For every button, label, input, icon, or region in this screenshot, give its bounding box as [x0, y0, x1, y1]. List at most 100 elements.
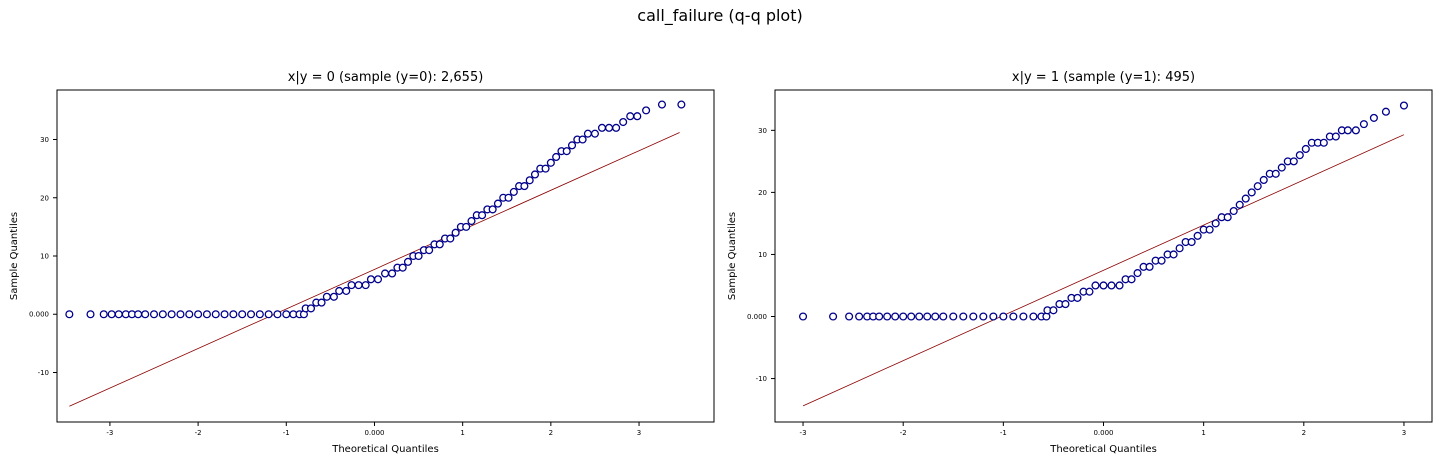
data-point [1157, 256, 1166, 265]
data-point [306, 304, 316, 313]
data-point [657, 100, 667, 109]
reference-line [802, 134, 1405, 407]
data-point [1277, 163, 1286, 172]
data-point [451, 228, 460, 237]
data-point [612, 123, 621, 132]
data-point [1099, 281, 1108, 290]
data-point [552, 152, 561, 162]
data-point [1049, 306, 1058, 315]
data-point [1229, 206, 1238, 216]
x-tick-label: -3 [800, 429, 807, 437]
data-point [931, 312, 940, 321]
data-point [149, 310, 159, 319]
data-point [1073, 293, 1082, 302]
data-point [1331, 132, 1340, 141]
data-point [462, 222, 471, 231]
data-point [546, 158, 555, 167]
data-point [959, 312, 968, 321]
data-point [567, 141, 577, 150]
data-point [329, 292, 338, 301]
data-point [1009, 312, 1018, 321]
data-point [86, 310, 95, 319]
data-point [255, 310, 264, 319]
data-point [1115, 281, 1124, 290]
data-point [590, 129, 599, 138]
x-tick-label: -1 [1000, 429, 1007, 437]
y-tick-label: 20 [40, 194, 49, 202]
data-point [134, 310, 143, 319]
data-point [883, 312, 892, 321]
data-point [264, 310, 273, 319]
data-point [1133, 269, 1142, 278]
data-point [969, 312, 978, 321]
data-point [493, 199, 502, 208]
y-tick-label: 0.000 [29, 311, 49, 319]
data-point [167, 310, 176, 319]
data-point [158, 310, 167, 319]
data-point [1359, 120, 1368, 129]
data-point [541, 164, 550, 173]
x-tick-label: 0.000 [1093, 429, 1113, 437]
y-tick-label: -10 [38, 369, 49, 377]
data-point [335, 286, 344, 295]
data-point [414, 251, 423, 261]
data-point [798, 312, 808, 321]
data-point [1107, 281, 1116, 290]
data-point [246, 310, 256, 319]
x-tick-label: 1 [460, 429, 464, 437]
y-tick-label: 10 [758, 251, 767, 259]
x-tick-label: 3 [637, 429, 641, 437]
data-point [1029, 312, 1038, 321]
data-point [65, 310, 74, 319]
data-point [1211, 219, 1220, 228]
data-point [875, 312, 884, 321]
y-tick-label: 30 [40, 136, 49, 144]
data-point [1319, 138, 1328, 147]
data-point [354, 281, 363, 290]
data-point [1169, 250, 1178, 259]
data-point [114, 310, 123, 319]
data-point [1289, 157, 1298, 166]
x-axis-label: Theoretical Quantiles [1049, 444, 1157, 455]
data-point [342, 286, 351, 295]
data-point [202, 310, 211, 319]
y-tick-label: 30 [758, 127, 767, 135]
data-point [1235, 200, 1244, 209]
panel-title: x|y = 1 (sample (y=1): 495) [1012, 70, 1195, 85]
data-point [381, 269, 390, 278]
data-point [520, 182, 529, 191]
figure-title: call_failure (q-q plot) [637, 6, 803, 25]
data-point [99, 310, 108, 319]
x-tick-label: 2 [1302, 429, 1306, 437]
data-point [347, 281, 356, 290]
data-point [107, 310, 116, 319]
y-axis-label: Sample Quantiles [727, 212, 738, 300]
data-point [435, 240, 444, 249]
data-point [530, 170, 540, 179]
data-point [633, 112, 642, 121]
data-point [425, 246, 434, 255]
data-point [1381, 107, 1390, 116]
data-point [229, 310, 238, 319]
data-point [504, 193, 513, 202]
data-point [1145, 262, 1154, 271]
data-point [578, 135, 587, 144]
data-point [949, 312, 958, 321]
data-point [211, 310, 220, 319]
data-point [1271, 169, 1280, 178]
data-point [1351, 126, 1360, 135]
data-point [194, 310, 203, 319]
data-point [1205, 225, 1214, 234]
data-point [845, 312, 854, 321]
data-point [923, 312, 932, 321]
data-point [361, 281, 370, 290]
data-point [1259, 175, 1268, 185]
data-point [1247, 188, 1256, 197]
data-point [220, 310, 229, 319]
data-point [509, 187, 518, 196]
data-point [619, 117, 628, 127]
data-point [1193, 231, 1202, 240]
y-axis-label: Sample Quantiles [9, 212, 20, 300]
data-point [1343, 126, 1352, 135]
